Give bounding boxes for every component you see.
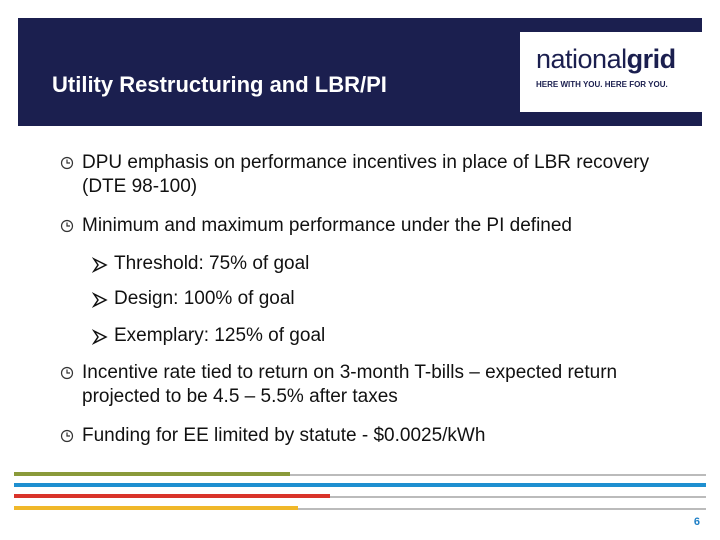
bullet-icon	[60, 429, 74, 443]
footer-rule	[14, 483, 706, 487]
sub-bullet-icon	[92, 292, 108, 308]
sub-bullet-icon	[92, 329, 108, 345]
footer-rule	[14, 508, 706, 510]
page-number: 6	[693, 516, 700, 528]
bullet-icon	[60, 219, 74, 233]
sub-bullet-icon	[92, 257, 108, 273]
logo-bold: grid	[626, 44, 677, 74]
footer-rule	[14, 496, 706, 498]
bullet-text: Minimum and maximum performance under th…	[82, 215, 573, 236]
footer-rule	[14, 506, 298, 510]
bullet-icon	[60, 156, 74, 170]
bullet-text: Incentive rate tied to return on 3-month…	[82, 362, 618, 407]
logo-tagline: HERE WITH YOU. HERE FOR YOU.	[536, 80, 668, 89]
sub-bullet-text: Exemplary: 125% of goal	[114, 325, 326, 346]
bullet-text: Funding for EE limited by statute - $0.0…	[82, 425, 486, 446]
bullet-text: DPU emphasis on performance incentives i…	[82, 152, 650, 197]
footer-rule	[14, 474, 706, 476]
sub-bullet-text: Design: 100% of goal	[114, 288, 295, 309]
logo: nationalgrid	[536, 44, 676, 75]
footer-rule	[14, 494, 330, 498]
slide-title: Utility Restructuring and LBR/PI	[52, 72, 387, 97]
logo-box	[520, 32, 702, 112]
sub-bullet-text: Threshold: 75% of goal	[114, 253, 310, 274]
footer-rule	[14, 472, 290, 476]
bullet-icon	[60, 366, 74, 380]
logo-light: national	[536, 44, 627, 74]
